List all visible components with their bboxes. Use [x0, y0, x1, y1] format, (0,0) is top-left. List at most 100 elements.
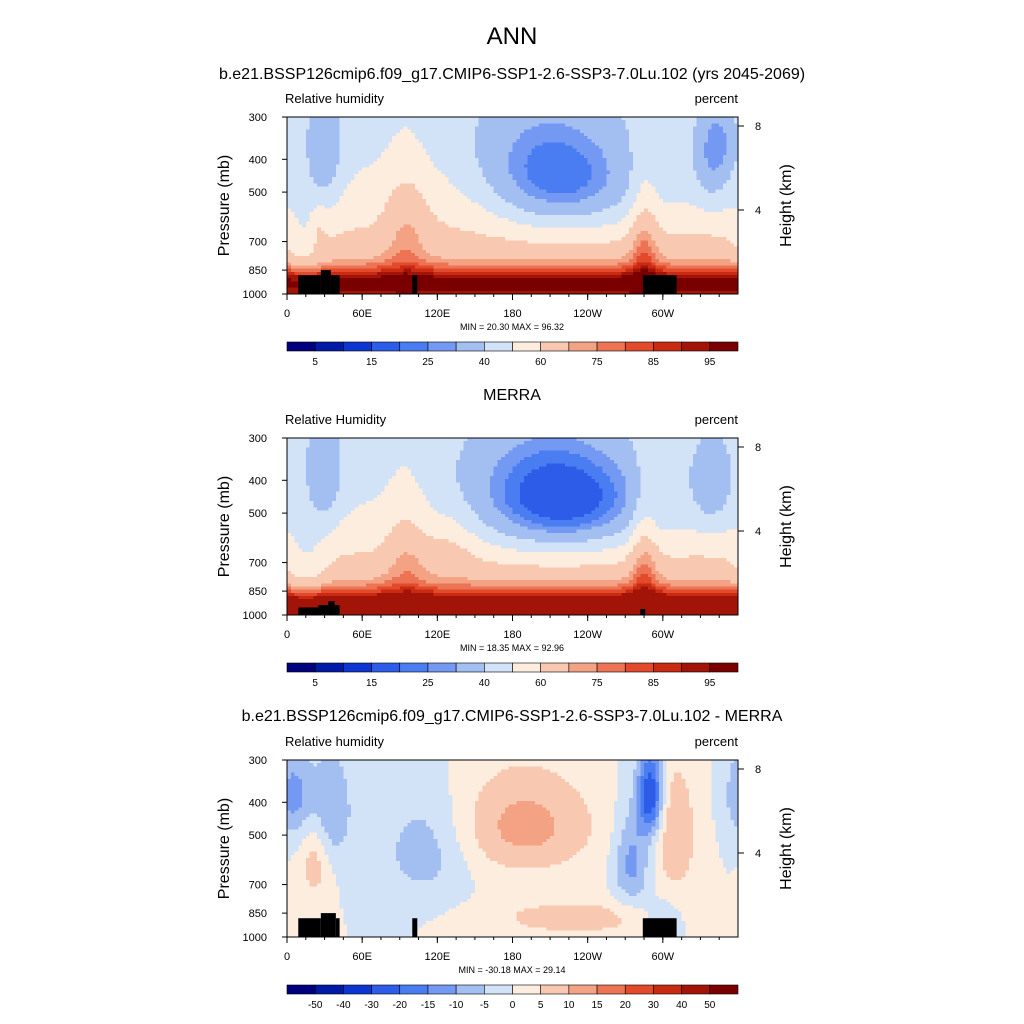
colorbar-box [315, 985, 343, 994]
y-tick-label: 500 [249, 830, 267, 842]
colorbar-box [287, 985, 315, 994]
units-label: percent [695, 412, 739, 427]
colorbar-label: 5 [538, 1000, 544, 1011]
colorbar-label: 15 [366, 678, 378, 689]
min-max-stats: MIN = 20.30 MAX = 96.32 [460, 322, 564, 332]
colorbar-label: -20 [393, 1000, 408, 1011]
colorbar-label: 25 [422, 678, 434, 689]
x-tick-label: 180 [503, 951, 521, 963]
colorbar-box [343, 663, 371, 672]
colorbar-box [372, 985, 400, 994]
colorbar-label: 40 [676, 1000, 688, 1011]
colorbar-label: 60 [535, 678, 547, 689]
x-tick-label: 0 [284, 308, 290, 320]
colorbar-box [456, 342, 484, 351]
colorbar-box [513, 663, 541, 672]
colorbar-label: 25 [422, 357, 434, 368]
colorbar-box [343, 342, 371, 351]
x-tick-label: 60E [352, 308, 372, 320]
y-tick-label: 850 [249, 265, 267, 277]
colorbar-label: -5 [480, 1000, 489, 1011]
colorbar-label: -40 [336, 1000, 351, 1011]
colorbar-label: 85 [648, 357, 660, 368]
units-label: percent [695, 734, 739, 749]
variable-label: Relative humidity [285, 91, 384, 106]
topography-block [331, 275, 340, 294]
min-max-stats: MIN = -30.18 MAX = 29.14 [458, 965, 565, 975]
x-tick-label: 60W [652, 308, 675, 320]
colorbar-box [569, 342, 597, 351]
panel-1: b.e21.BSSP126cmip6.f09_g17.CMIP6-SSP1-2.… [216, 66, 805, 368]
y-tick-label: 700 [249, 558, 267, 570]
topography-block [640, 609, 645, 615]
colorbar-box [710, 985, 738, 994]
colorbar-box [428, 663, 456, 672]
units-label: percent [695, 91, 739, 106]
y-tick-label: 850 [249, 908, 267, 920]
colorbar-label: 5 [312, 357, 318, 368]
variable-label: Relative humidity [285, 734, 384, 749]
colorbar-box [400, 342, 428, 351]
colorbar-box [682, 663, 710, 672]
topography-block [412, 918, 417, 937]
topography-block [298, 918, 321, 937]
colorbar-box [372, 342, 400, 351]
colorbar-box [315, 342, 343, 351]
topography-block [298, 275, 321, 294]
colorbar-box [569, 663, 597, 672]
x-tick-label: 120W [573, 629, 602, 641]
colorbar-box [541, 985, 569, 994]
y-tick-label: 400 [249, 475, 267, 487]
topography-block [328, 601, 334, 615]
colorbar-box [287, 663, 315, 672]
x-tick-label: 120E [424, 629, 450, 641]
x-tick-label: 180 [503, 308, 521, 320]
topography-block [335, 605, 340, 615]
colorbar-label: -30 [364, 1000, 379, 1011]
panel-title: MERRA [483, 387, 541, 404]
colorbar-box [372, 663, 400, 672]
colorbar-box [597, 342, 625, 351]
colorbar-label: 40 [479, 357, 491, 368]
y-tick-label: 300 [249, 433, 267, 445]
x-tick-label: 180 [503, 629, 521, 641]
colorbar-label: 50 [704, 1000, 716, 1011]
y-right-tick-label: 8 [755, 442, 761, 454]
colorbar-box [653, 663, 681, 672]
y-right-axis-label: Height (km) [778, 164, 795, 247]
colorbar-box [569, 985, 597, 994]
topography-block [321, 913, 336, 937]
colorbar-box [682, 985, 710, 994]
x-tick-label: 120E [424, 951, 450, 963]
colorbar: 5 15 25 40 60 75 85 95 [287, 663, 738, 689]
colorbar-label: -50 [308, 1000, 323, 1011]
colorbar-box [400, 663, 428, 672]
colorbar-box [653, 342, 681, 351]
y-tick-label: 400 [249, 154, 267, 166]
topography-block [298, 607, 318, 615]
y-right-tick-label: 4 [755, 526, 761, 538]
x-tick-label: 120W [573, 951, 602, 963]
topography-block [643, 918, 677, 937]
y-axis-label: Pressure (mb) [216, 798, 233, 899]
colorbar-box [343, 985, 371, 994]
y-tick-label: 700 [249, 237, 267, 249]
colorbar-label: 20 [620, 1000, 632, 1011]
x-tick-label: 0 [284, 951, 290, 963]
x-tick-label: 60E [352, 951, 372, 963]
colorbar-label: 95 [704, 678, 716, 689]
y-tick-label: 1000 [243, 289, 267, 301]
colorbar-label: -15 [421, 1000, 436, 1011]
colorbar-box [456, 985, 484, 994]
colorbar-box [541, 663, 569, 672]
y-tick-label: 300 [249, 755, 267, 767]
colorbar-box [597, 985, 625, 994]
panel-3: b.e21.BSSP126cmip6.f09_g17.CMIP6-SSP1-2.… [216, 708, 795, 1011]
colorbar-label: 75 [592, 357, 604, 368]
colorbar-label: 75 [592, 678, 604, 689]
y-right-tick-label: 8 [755, 764, 761, 776]
colorbar-box [287, 342, 315, 351]
y-tick-label: 500 [249, 508, 267, 520]
